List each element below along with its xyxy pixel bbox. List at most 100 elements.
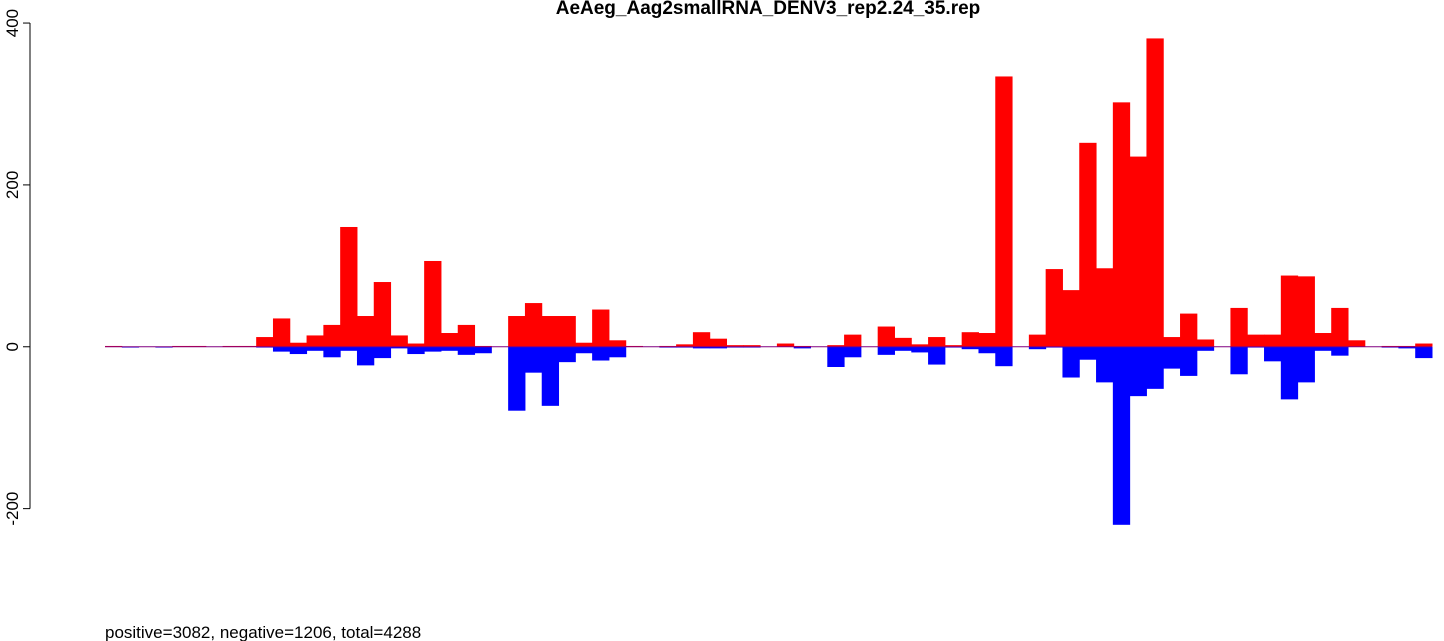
- bar: [457, 324, 476, 347]
- bar: [323, 324, 341, 347]
- bar: [776, 343, 795, 347]
- bar: [1331, 346, 1349, 356]
- bar: [978, 346, 996, 354]
- bar: [995, 346, 1013, 367]
- bar: [592, 346, 610, 361]
- bar: [541, 316, 560, 347]
- bar: [508, 346, 526, 411]
- bar: [1028, 346, 1047, 350]
- bar: [424, 346, 442, 352]
- bar: [558, 316, 576, 347]
- bar: [1314, 346, 1332, 351]
- bar: [1297, 346, 1315, 383]
- bar: [373, 282, 392, 347]
- bar: [827, 345, 845, 347]
- bar: [356, 346, 375, 366]
- bar: [1247, 334, 1265, 347]
- bar: [844, 346, 862, 358]
- bar: [440, 346, 459, 351]
- bar: [440, 333, 459, 347]
- bar: [961, 346, 979, 350]
- bar: [373, 346, 392, 359]
- bar: [676, 344, 694, 347]
- bar: [894, 337, 912, 347]
- bar: [1230, 307, 1248, 347]
- bar: [306, 335, 324, 347]
- bar: [877, 346, 895, 355]
- bar: [692, 332, 711, 347]
- bar: [1180, 313, 1198, 347]
- bar: [911, 344, 929, 347]
- bar: [541, 346, 560, 406]
- bar: [1280, 275, 1299, 347]
- bar: [877, 326, 895, 347]
- bar: [390, 335, 408, 347]
- bar: [726, 345, 744, 347]
- bar: [1398, 346, 1416, 349]
- bar: [1079, 346, 1097, 360]
- bar: [827, 346, 845, 367]
- bar: [1314, 333, 1332, 347]
- bar: [1163, 337, 1181, 347]
- bar: [1196, 346, 1215, 351]
- bar: [457, 346, 476, 355]
- bar: [944, 345, 963, 347]
- bar: [709, 346, 728, 349]
- bar: [289, 346, 308, 355]
- bar: [709, 338, 728, 347]
- bar: [608, 340, 627, 347]
- bar: [1264, 334, 1282, 347]
- bar: [1163, 346, 1181, 369]
- bar: [1129, 346, 1147, 397]
- bar: [1264, 346, 1282, 362]
- bar: [1062, 290, 1080, 347]
- bar: [390, 346, 408, 349]
- bar: [961, 332, 979, 347]
- bar: [1348, 340, 1366, 347]
- bar: [928, 337, 946, 347]
- bar: [524, 346, 543, 373]
- bar: [592, 309, 610, 347]
- bar: [424, 260, 442, 347]
- bar: [1045, 269, 1063, 347]
- bar: [306, 346, 324, 351]
- bar: [575, 346, 593, 354]
- bar: [894, 346, 912, 351]
- bar: [1079, 142, 1097, 347]
- bar: [1096, 268, 1114, 347]
- y-tick-label: 0: [3, 342, 22, 351]
- bar: [558, 346, 576, 363]
- bar: [995, 76, 1013, 347]
- bar: [1028, 334, 1047, 347]
- bar: [1062, 346, 1080, 378]
- bar: [1112, 346, 1131, 525]
- bar: [1146, 346, 1164, 389]
- bar: [692, 346, 711, 349]
- bar: [1196, 339, 1215, 347]
- bar: [928, 346, 946, 365]
- bar: [524, 303, 543, 347]
- bar: [407, 346, 425, 355]
- y-tick-label: 200: [3, 171, 22, 199]
- bar: [1096, 346, 1114, 383]
- bar: [793, 346, 811, 349]
- bar: [272, 346, 291, 352]
- y-tick-label: -200: [3, 492, 22, 526]
- bar: [978, 333, 996, 347]
- bar: [608, 346, 627, 358]
- bar: [911, 346, 929, 353]
- bar: [289, 342, 308, 347]
- bar: [1180, 346, 1198, 376]
- bar: [508, 316, 526, 347]
- bar: [1129, 156, 1147, 347]
- bar: [256, 337, 274, 347]
- bar: [844, 334, 862, 347]
- bar: [1112, 102, 1131, 347]
- bar: [474, 346, 492, 354]
- bar: [1146, 38, 1164, 347]
- bar: [356, 316, 375, 347]
- y-tick-label: 400: [3, 9, 22, 37]
- bar: [1415, 343, 1433, 347]
- bar: [743, 345, 761, 347]
